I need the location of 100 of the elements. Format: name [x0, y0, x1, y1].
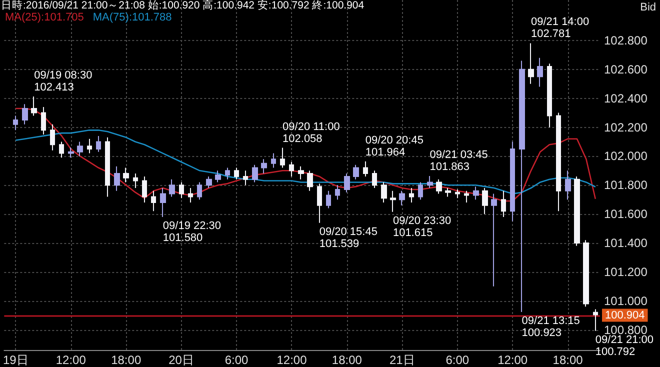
- candlestick: [243, 170, 248, 186]
- candlestick: [197, 182, 202, 200]
- candlestick: [13, 115, 18, 131]
- candlestick: [399, 190, 405, 206]
- candlestick: [307, 170, 313, 192]
- candlestick: [123, 167, 129, 183]
- candlestick: [583, 240, 589, 308]
- candlestick: [50, 124, 55, 151]
- candlestick: [501, 190, 506, 218]
- candlestick: [215, 170, 221, 183]
- annotation: 09/21 03:45 101.863: [430, 149, 488, 174]
- candlestick: [547, 63, 552, 128]
- candlestick: [298, 166, 304, 180]
- candlestick: [344, 173, 350, 193]
- ref-line-label: 100.904: [605, 309, 645, 322]
- y-tick-label: 101.000: [604, 294, 648, 308]
- candlestick: [31, 96, 37, 116]
- annotation: 09/20 11:00 102.058: [282, 120, 340, 145]
- candlestick: [169, 178, 175, 198]
- y-tick-label: 101.800: [604, 178, 648, 192]
- candlestick: [105, 136, 110, 198]
- candlestick: [317, 183, 322, 224]
- y-tick-label: 101.400: [604, 236, 648, 250]
- candlestick: [96, 135, 101, 152]
- candlestick: [372, 170, 377, 189]
- candlestick: [390, 190, 396, 212]
- annotation: 09/20 23:30 101.615: [392, 214, 452, 239]
- y-tick-label: 101.200: [604, 264, 648, 279]
- candlestick: [77, 141, 83, 157]
- candlestick: [280, 147, 285, 168]
- x-tick-label: 18:00: [111, 353, 142, 367]
- x-tick-label: 19日: [2, 353, 28, 367]
- candlestick: [335, 184, 340, 200]
- y-tick-label: 102.000: [604, 149, 648, 164]
- candlestick: [188, 188, 193, 203]
- candlestick: [455, 188, 460, 199]
- x-tick-label: 18:00: [332, 353, 362, 367]
- candlestick: [142, 176, 147, 203]
- y-tick-label: 102.400: [604, 91, 648, 106]
- candlestick: [87, 138, 92, 154]
- annotation: 09/21 13:15 100.923: [522, 314, 580, 339]
- annotation: 09/20 15:45 101.539: [319, 226, 378, 250]
- candlestick: [473, 186, 479, 200]
- candlestick: [537, 57, 543, 88]
- candlestick: [289, 161, 294, 177]
- candlestick: [363, 160, 368, 177]
- candlestick: [427, 176, 433, 189]
- candlestick: [409, 188, 414, 203]
- x-tick-label: 12:00: [498, 353, 528, 367]
- candlestick: [381, 182, 387, 203]
- candlestick: [418, 182, 423, 200]
- candlestick: [574, 176, 580, 246]
- annotation: 09/21 21:00 100.792: [595, 334, 654, 358]
- y-tick-label: 102.200: [604, 120, 648, 134]
- x-tick-label: 21日: [389, 353, 415, 367]
- candlestick: [59, 141, 64, 158]
- annotation: 09/20 20:45 101.964: [365, 134, 424, 158]
- candlestick: [179, 182, 184, 199]
- x-tick-label: 6:00: [224, 353, 249, 367]
- annotation: 09/19 08:30 102.413: [34, 69, 92, 94]
- candlestick: [160, 188, 166, 218]
- text: Bid: [640, 2, 656, 14]
- y-tick-label: 102.600: [604, 62, 648, 76]
- x-tick-label: 20日: [168, 353, 194, 367]
- line-series: [15, 108, 596, 202]
- candlestick: [114, 166, 120, 192]
- candlestick: [41, 106, 46, 136]
- candlestick: [510, 141, 515, 222]
- candlestick: [482, 188, 488, 215]
- text: MA(75):101.788: [92, 12, 172, 24]
- candlestick: [565, 170, 571, 200]
- candlestick: [464, 190, 469, 203]
- x-tick-label: 6:00: [446, 353, 470, 367]
- y-tick-label: 102.800: [604, 33, 648, 48]
- candlestick: [225, 167, 230, 180]
- annotation: 09/21 14:00 102.781: [530, 16, 590, 40]
- candlestick: [252, 164, 258, 183]
- y-tick-label: 101.600: [604, 207, 648, 222]
- text: MA(25):101.705: [5, 12, 84, 24]
- candlestick: [556, 112, 561, 212]
- candlestick: [206, 176, 212, 189]
- x-tick-label: 18:00: [552, 353, 584, 367]
- candlestick: [22, 104, 28, 125]
- candlestick: [353, 164, 359, 180]
- candlestick: [445, 188, 451, 198]
- candlestick: [519, 60, 525, 312]
- candlestick: [234, 167, 239, 180]
- candlestick: [326, 190, 331, 209]
- line-series: [15, 130, 596, 194]
- candlestick: [68, 147, 74, 158]
- x-tick-label: 12:00: [276, 353, 308, 367]
- candlestick: [133, 173, 138, 189]
- candlestick: [271, 152, 276, 168]
- candlestick: [436, 178, 442, 194]
- candlestick: [151, 190, 156, 212]
- candlestick: [261, 158, 267, 174]
- candlestick: [491, 193, 497, 287]
- x-tick-label: 12:00: [56, 353, 86, 367]
- candlestick: [593, 308, 598, 332]
- candlestick: [528, 42, 534, 84]
